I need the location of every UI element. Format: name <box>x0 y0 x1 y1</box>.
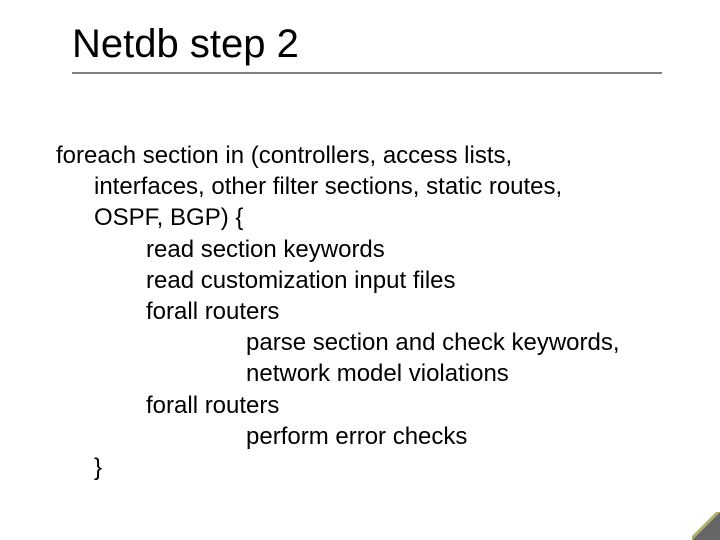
code-line: foreach section in (controllers, access … <box>56 140 666 171</box>
slide-title: Netdb step 2 <box>72 22 662 66</box>
code-line: interfaces, other filter sections, stati… <box>56 171 666 202</box>
slide: Netdb step 2 foreach section in (control… <box>0 0 720 540</box>
code-line: parse section and check keywords, <box>56 327 666 358</box>
slide-body: foreach section in (controllers, access … <box>56 140 666 483</box>
title-block: Netdb step 2 <box>72 22 662 74</box>
title-underline <box>72 72 662 74</box>
corner-fold-icon <box>692 512 720 540</box>
code-line: forall routers <box>56 296 666 327</box>
code-line: read section keywords <box>56 234 666 265</box>
code-line: perform error checks <box>56 421 666 452</box>
code-line: forall routers <box>56 390 666 421</box>
code-line: network model violations <box>56 358 666 389</box>
code-line: OSPF, BGP) { <box>56 202 666 233</box>
code-line: } <box>56 452 666 483</box>
code-line: read customization input files <box>56 265 666 296</box>
